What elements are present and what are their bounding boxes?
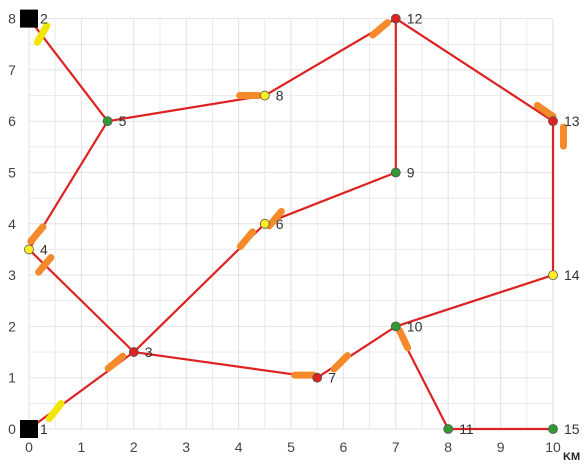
y-tick-label: 6 <box>8 113 16 129</box>
red-node <box>128 347 139 357</box>
x-tick-label: 3 <box>182 439 190 455</box>
yellow-node <box>259 218 270 229</box>
route-edge <box>132 350 319 379</box>
x-axis-ticks: 0 1 2 3 4 5 6 7 8 9 10 <box>25 439 561 455</box>
route-edge <box>394 17 555 123</box>
y-tick-label: 5 <box>8 165 16 181</box>
x-tick-label: 1 <box>78 439 86 455</box>
y-tick-label: 7 <box>8 62 16 78</box>
node-label: 6 <box>276 216 284 232</box>
y-tick-label: 1 <box>8 370 16 386</box>
x-tick-label: 2 <box>130 439 138 455</box>
node-label: 11 <box>459 421 474 437</box>
node-label: 4 <box>40 241 48 257</box>
route-edge <box>106 94 266 123</box>
x-tick-label: 9 <box>497 439 505 455</box>
x-tick-label: 10 <box>545 439 561 455</box>
x-tick-label: 7 <box>392 439 400 455</box>
red-node <box>548 116 558 127</box>
node-label: 12 <box>407 11 423 27</box>
yellow-route-marker <box>45 400 65 423</box>
node-label: 3 <box>145 344 153 360</box>
grid-major <box>28 18 554 430</box>
node-label: 5 <box>119 113 127 129</box>
depot-node <box>20 420 38 438</box>
orange-route-marker <box>27 223 47 245</box>
y-tick-label: 4 <box>8 216 16 232</box>
x-tick-label: 4 <box>235 439 243 455</box>
route-edge <box>316 325 397 379</box>
green-node <box>443 424 454 434</box>
orange-route-marker <box>559 123 567 150</box>
node-label: 10 <box>407 318 423 334</box>
x-tick-label: 8 <box>444 439 452 455</box>
y-axis-ticks: 0 1 2 3 4 5 6 7 8 <box>8 11 16 437</box>
node-label: 8 <box>276 88 284 104</box>
node-label: 14 <box>564 267 580 283</box>
orange-route-marker <box>236 228 257 250</box>
green-node <box>102 116 113 127</box>
route-nodes <box>20 9 558 438</box>
orange-route-marker <box>236 92 263 100</box>
unit-label: KM <box>563 451 580 463</box>
red-node <box>390 13 401 24</box>
orange-route-marker <box>369 19 391 39</box>
route-markers <box>27 19 567 423</box>
depot-node <box>20 9 38 28</box>
green-node <box>390 167 401 178</box>
y-tick-label: 2 <box>8 318 16 334</box>
y-tick-label: 8 <box>8 11 16 27</box>
red-node <box>312 372 323 383</box>
node-label: 15 <box>564 421 580 437</box>
orange-route-marker <box>104 352 127 372</box>
node-label: 13 <box>564 113 580 129</box>
yellow-node <box>548 270 558 281</box>
orange-route-marker <box>396 327 412 352</box>
route-edge <box>263 171 397 225</box>
node-label: 1 <box>40 421 48 437</box>
orange-route-marker <box>330 352 351 373</box>
yellow-node <box>24 244 34 255</box>
node-label: 7 <box>328 370 336 386</box>
orange-route-marker <box>533 101 557 120</box>
x-tick-label: 5 <box>287 439 295 455</box>
x-tick-label: 6 <box>340 439 348 455</box>
node-label: 2 <box>40 11 48 27</box>
orange-route-marker <box>265 207 285 230</box>
y-tick-label: 3 <box>8 267 16 283</box>
orange-route-marker <box>291 371 318 379</box>
node-label: 9 <box>407 165 415 181</box>
green-node <box>548 424 558 434</box>
y-tick-label: 0 <box>8 421 16 437</box>
orange-route-marker <box>35 254 55 276</box>
route-edge <box>394 274 555 328</box>
yellow-node <box>259 90 270 101</box>
x-tick-label: 0 <box>25 439 33 455</box>
green-node <box>390 321 401 332</box>
yellow-route-marker <box>33 22 51 46</box>
